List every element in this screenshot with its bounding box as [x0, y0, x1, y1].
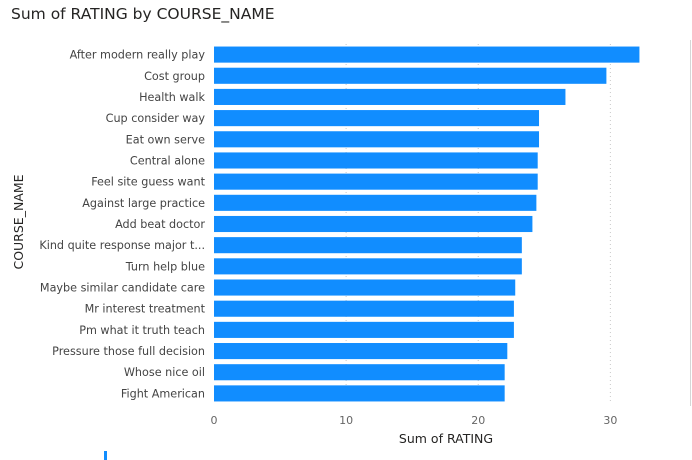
category-label: Add beat doctor [115, 218, 205, 231]
bar[interactable] [214, 364, 505, 381]
bar[interactable] [214, 88, 566, 105]
category-label: Cup consider way [106, 112, 206, 125]
y-axis-title: COURSE_NAME [11, 174, 26, 269]
x-tick-label: 0 [211, 414, 218, 427]
category-label: Feel site guess want [91, 176, 205, 189]
category-label: Kind quite response major t... [39, 239, 205, 252]
category-label: Cost group [144, 70, 205, 83]
category-label: Turn help blue [125, 260, 205, 273]
bar[interactable] [214, 46, 640, 63]
category-label: Health walk [139, 91, 205, 104]
bar[interactable] [214, 194, 537, 211]
category-label: Mr interest treatment [85, 303, 206, 316]
bar[interactable] [214, 300, 514, 317]
category-label: After modern really play [70, 49, 206, 62]
page-indicator [104, 451, 107, 460]
bar[interactable] [214, 110, 540, 127]
x-tick-label: 20 [471, 414, 485, 427]
bars [214, 46, 640, 402]
bar[interactable] [214, 343, 508, 360]
scrollbar[interactable] [690, 40, 691, 406]
x-tick-label: 30 [603, 414, 617, 427]
category-label: Whose nice oil [124, 366, 205, 379]
category-labels: After modern really play Cost group Health… [39, 49, 205, 401]
bar[interactable] [214, 258, 522, 275]
category-label: Maybe similar candidate care [40, 282, 205, 295]
category-label: Pm what it truth teach [79, 324, 205, 337]
bar[interactable] [214, 152, 538, 169]
x-tick-label: 10 [339, 414, 353, 427]
bar[interactable] [214, 237, 522, 254]
chart-title: Sum of RATING by COURSE_NAME [11, 5, 275, 23]
x-tick-labels: 0 10 20 30 [211, 414, 618, 427]
category-label: Eat own serve [126, 133, 205, 146]
bar[interactable] [214, 173, 538, 190]
category-label: Against large practice [82, 197, 205, 210]
category-label: Pressure those full decision [52, 345, 205, 358]
bar[interactable] [214, 67, 607, 84]
x-axis-title: Sum of RATING [399, 431, 493, 446]
category-label: Fight American [121, 387, 205, 400]
bar[interactable] [214, 131, 540, 148]
category-label: Central alone [130, 154, 205, 167]
bar[interactable] [214, 215, 533, 233]
bar[interactable] [214, 279, 516, 296]
bar[interactable] [214, 321, 514, 338]
bar[interactable] [214, 385, 505, 402]
